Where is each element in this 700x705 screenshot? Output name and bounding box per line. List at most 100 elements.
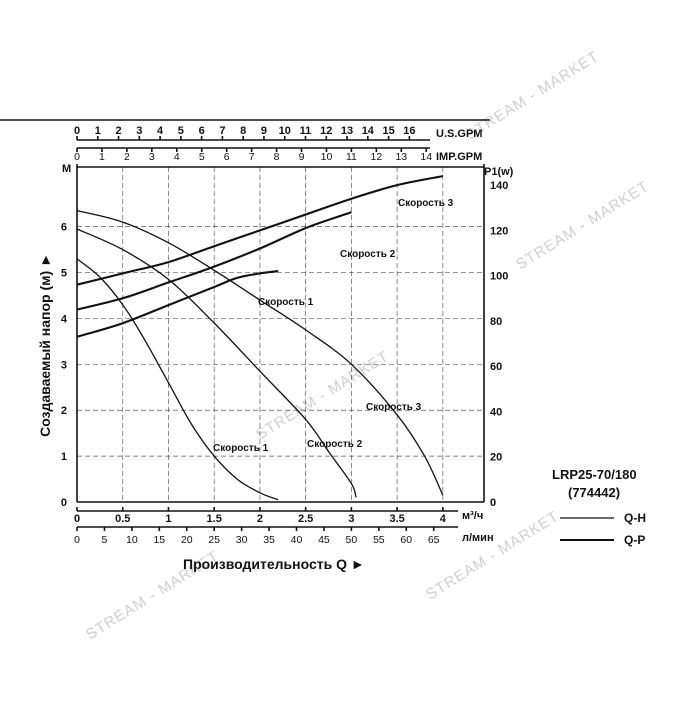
curve-label: Скорость 1: [258, 297, 314, 308]
y-right-tick-label: 120: [490, 225, 508, 237]
y-right-tick-label: 80: [490, 316, 502, 328]
curve-labels: Скорость 3 Скорость 2 Скорость 1 Скорость 3…: [213, 198, 454, 454]
usgpm-tick-label: 4: [157, 125, 164, 137]
impgpm-tick-label: 8: [274, 151, 280, 163]
y-right-tick-label: 60: [490, 361, 502, 373]
impgpm-tick-label: 1: [99, 151, 105, 163]
usgpm-tick-label: 6: [199, 125, 205, 137]
impgpm-tick-label: 11: [346, 151, 357, 163]
y-right-tick-label: 100: [490, 271, 508, 283]
y-right-tick-label: 0: [490, 497, 496, 509]
qh-curve-3: [76, 209, 444, 496]
x-axis-unit-lmin: л/мин: [462, 532, 494, 544]
curve-label: Скорость 3: [398, 198, 454, 209]
x-axis-unit-m3h: м³/ч: [462, 510, 483, 522]
usgpm-tick-label: 9: [261, 125, 267, 137]
lmin-tick-label: 65: [428, 534, 440, 546]
lmin-tick-label: 55: [373, 534, 385, 546]
y-left-tick-label: 0: [61, 497, 67, 509]
legend-label-qh: Q-H: [624, 511, 646, 525]
y-left-tick-label: 4: [61, 313, 68, 325]
grid: [77, 167, 484, 502]
usgpm-tick-label: 12: [320, 125, 332, 137]
article-number: (774442): [568, 485, 620, 500]
impgpm-tick-label: 4: [174, 151, 180, 163]
y-left-tick-label: 1: [61, 451, 67, 463]
watermark: STREAM - MARKET: [513, 178, 652, 274]
y-right-unit: P1(w): [484, 166, 514, 178]
usgpm-tick-label: 3: [136, 125, 142, 137]
lmin-tick-label: 60: [400, 534, 412, 546]
lmin-tick-label: 0: [74, 534, 80, 546]
curves: [76, 175, 444, 501]
m3h-tick-label: 3: [348, 513, 354, 525]
y-axis-title: Создаваемый напор (м) ►: [37, 253, 53, 437]
lmin-tick-label: 15: [153, 534, 165, 546]
x-axis-title: Производительность Q ►: [183, 556, 365, 572]
y-left-tick-label: 5: [61, 268, 67, 280]
impgpm-tick-label: 12: [371, 151, 383, 163]
lmin-tick-label: 40: [291, 534, 303, 546]
qp-curve-3: [76, 175, 444, 286]
m3h-tick-label: 0.5: [115, 513, 130, 525]
curve-label: Скорость 2: [307, 439, 363, 450]
lmin-tick-label: 10: [126, 534, 138, 546]
y-left-tick-label: 6: [61, 222, 67, 234]
usgpm-tick-label: 8: [240, 125, 246, 137]
y-right-tick-label: 20: [490, 452, 502, 464]
impgpm-tick-label: 13: [395, 151, 407, 163]
m3h-tick-label: 3.5: [389, 513, 404, 525]
model-name: LRP25-70/180: [552, 467, 637, 482]
curve-label: Скорость 1: [213, 443, 269, 454]
qh-curve-2: [76, 228, 357, 498]
m3h-tick-label: 1.5: [207, 513, 222, 525]
usgpm-tick-label: 7: [219, 125, 225, 137]
usgpm-tick-label: 1: [95, 125, 101, 137]
usgpm-tick-label: 10: [279, 125, 291, 137]
watermark: STREAM - MARKET: [253, 348, 392, 444]
impgpm-tick-label: 10: [321, 151, 333, 163]
m3h-tick-label: 2: [257, 513, 263, 525]
lmin-tick-label: 50: [346, 534, 358, 546]
m3h-tick-label: 2.5: [298, 513, 313, 525]
usgpm-tick-label: 5: [178, 125, 184, 137]
lmin-tick-label: 35: [263, 534, 275, 546]
m3h-tick-label: 0: [74, 513, 80, 525]
legend: Q-H Q-P: [560, 511, 646, 547]
impgpm-tick-label: 6: [224, 151, 230, 163]
impgpm-tick-label: 7: [249, 151, 255, 163]
curve-label: Скорость 2: [340, 249, 396, 260]
lmin-tick-label: 20: [181, 534, 193, 546]
usgpm-tick-label: 0: [74, 125, 80, 137]
impgpm-tick-label: 9: [299, 151, 305, 163]
impgpm-tick-label: 2: [124, 151, 130, 163]
curve-label: Скорость 3: [366, 402, 422, 413]
usgpm-tick-label: 13: [341, 125, 353, 137]
impgpm-tick-label: 3: [149, 151, 155, 163]
m3h-tick-label: 1: [165, 513, 171, 525]
y-right-tick-label: 40: [490, 406, 502, 418]
qp-curve-2: [76, 211, 352, 311]
lmin-tick-label: 30: [236, 534, 248, 546]
usgpm-tick-label: 14: [362, 125, 375, 137]
usgpm-tick-label: 16: [403, 125, 415, 137]
y-right-tick-label: 140: [490, 180, 508, 192]
impgpm-tick-label: 5: [199, 151, 205, 163]
usgpm-tick-label: 11: [300, 125, 312, 137]
x-axis-unit-usgpm: U.S.GPM: [436, 128, 482, 140]
qp-curve-1: [76, 270, 279, 338]
y-left-tick-label: 3: [61, 359, 67, 371]
watermark: STREAM - MARKET: [463, 48, 602, 144]
impgpm-tick-label: 14: [420, 151, 432, 163]
qh-curve-1: [76, 258, 279, 501]
x-axis-unit-impgpm: IMP.GPM: [436, 151, 482, 163]
usgpm-tick-label: 2: [115, 125, 121, 137]
usgpm-tick-label: 15: [382, 125, 394, 137]
y-left-tick-label: 2: [61, 405, 67, 417]
lmin-tick-label: 5: [102, 534, 108, 546]
legend-label-qp: Q-P: [624, 533, 645, 547]
lmin-tick-label: 25: [208, 534, 220, 546]
lmin-tick-label: 45: [318, 534, 330, 546]
y-left-unit: М: [62, 163, 71, 175]
